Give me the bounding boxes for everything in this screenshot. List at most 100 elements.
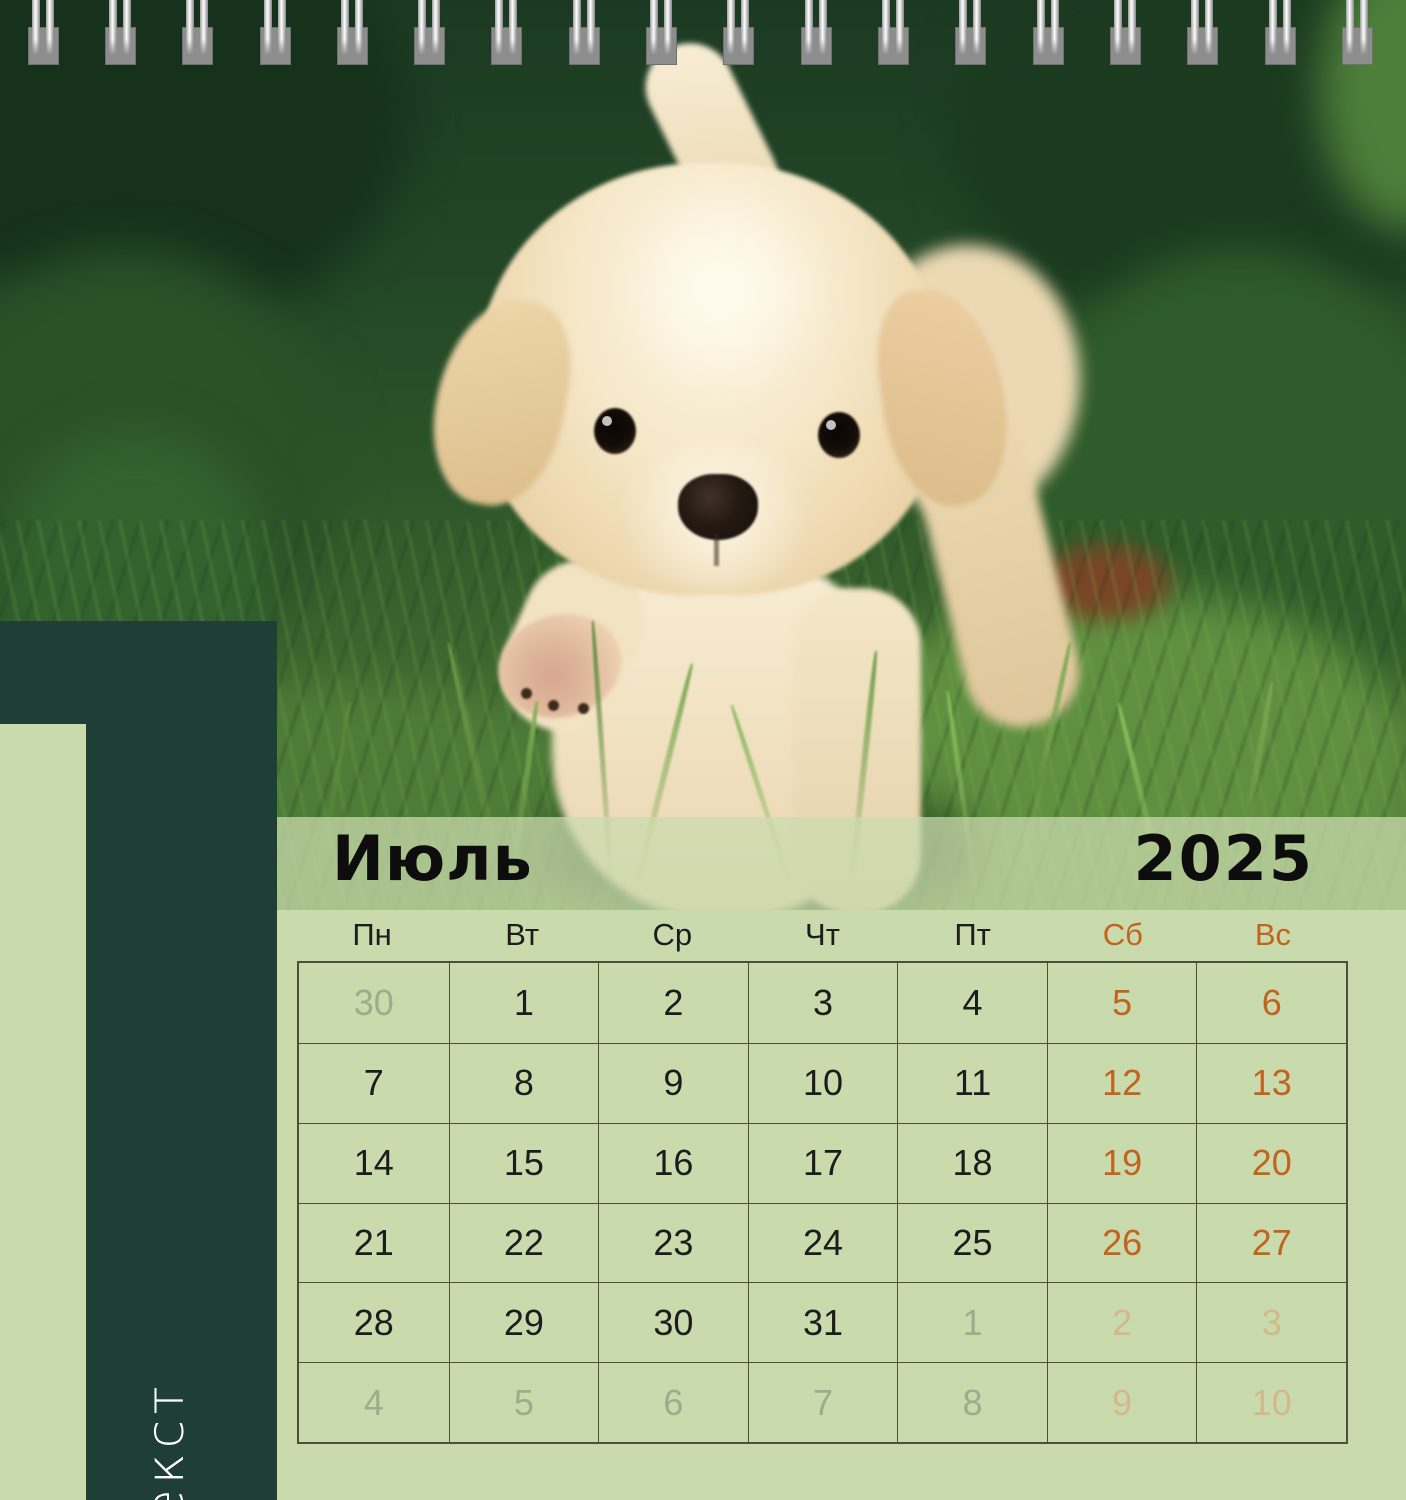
binding-wire [573,0,581,55]
binding-ring [1110,0,1141,65]
binding-ring [491,0,522,65]
binding-ring [955,0,986,65]
binding-wire [1360,0,1368,55]
day-cell: 24 [747,1202,898,1283]
day-cell: 13 [1196,1042,1346,1123]
day-cell: 27 [1196,1202,1346,1283]
puppy-claw [521,688,532,699]
day-cell: 10 [1196,1362,1346,1442]
day-cell: 28 [299,1282,449,1362]
binding-ring [1187,0,1218,65]
day-cell: 22 [448,1202,599,1283]
binding-wire [727,0,735,55]
day-cell: 5 [448,1362,599,1442]
year-label: 2025 [1133,822,1314,895]
day-cell: 23 [598,1202,748,1283]
binding-wire [495,0,503,55]
binding-wire [1269,0,1277,55]
binding-ring [182,0,213,65]
weekday-label-3: Ср [652,917,693,952]
binding-wire [123,0,131,55]
day-cell: 8 [897,1362,1047,1442]
puppy-claw [578,703,589,714]
binding-wire [186,0,194,55]
day-cell: 1 [897,1282,1047,1363]
spiral-binding [0,0,1406,70]
day-cell: 9 [1046,1362,1197,1442]
binding-ring [1342,0,1373,65]
day-cell: 3 [1196,1282,1346,1363]
day-cell: 26 [1046,1202,1197,1283]
day-cell: 4 [897,963,1047,1043]
month-header-bar [277,817,1406,910]
binding-ring [105,0,136,65]
binding-wire [741,0,749,55]
binding-wire [973,0,981,55]
day-cell: 19 [1046,1122,1197,1203]
binding-ring [1033,0,1064,65]
puppy-nose [678,474,758,540]
binding-wire [278,0,286,55]
day-cell: 25 [897,1202,1047,1283]
binding-ring [28,0,59,65]
binding-wire [1346,0,1354,55]
day-cell: 16 [598,1122,748,1203]
binding-ring [878,0,909,65]
weekday-label-2: Вт [505,917,540,952]
weekday-label-5: Пт [954,917,991,952]
binding-wire [896,0,904,55]
day-cell: 2 [1046,1282,1197,1363]
day-cell: 14 [299,1122,449,1203]
binding-wire [1205,0,1213,55]
binding-wire [1114,0,1122,55]
binding-wire [1128,0,1136,55]
day-cell: 8 [448,1042,599,1123]
binding-wire [882,0,890,55]
binding-ring [723,0,754,65]
binding-wire [805,0,813,55]
sidebar-vertical-text: Произвольный текст [136,1381,196,1500]
binding-wire [200,0,208,55]
day-cell: 2 [598,963,748,1043]
binding-wire [1191,0,1199,55]
binding-wire [664,0,672,55]
eye-glint [602,416,612,426]
binding-ring [646,0,677,65]
day-cell: 29 [448,1282,599,1363]
binding-ring [260,0,291,65]
weekday-label-1: Пн [352,917,392,952]
binding-ring [801,0,832,65]
day-cell: 12 [1046,1042,1197,1123]
binding-wire [32,0,40,55]
binding-wire [355,0,363,55]
left-accent-strip [0,724,86,1500]
puppy-mouth-line [714,534,719,566]
day-cell: 5 [1046,963,1197,1043]
day-cell: 6 [598,1362,748,1442]
day-cell: 30 [598,1282,748,1363]
day-cell: 30 [353,981,394,1023]
puppy-right-eye [818,412,860,458]
binding-wire [418,0,426,55]
day-cell: 7 [747,1362,898,1442]
day-cell: 18 [897,1122,1047,1203]
day-cell: 20 [1196,1122,1346,1203]
binding-wire [1037,0,1045,55]
day-cell: 7 [299,1042,449,1123]
binding-wire [650,0,658,55]
day-cell: 21 [299,1202,449,1283]
binding-wire [1051,0,1059,55]
binding-ring [414,0,445,65]
binding-wire [341,0,349,55]
day-cell: 11 [897,1042,1047,1123]
day-cell: 3 [747,963,898,1043]
puppy-claw [548,700,559,711]
binding-wire [109,0,117,55]
weekday-label-6: Сб [1102,917,1143,952]
day-cell: 31 [747,1282,898,1363]
binding-wire [46,0,54,55]
calendar-panel [86,910,1406,1500]
binding-wire [959,0,967,55]
day-cell: 4 [299,1362,449,1442]
